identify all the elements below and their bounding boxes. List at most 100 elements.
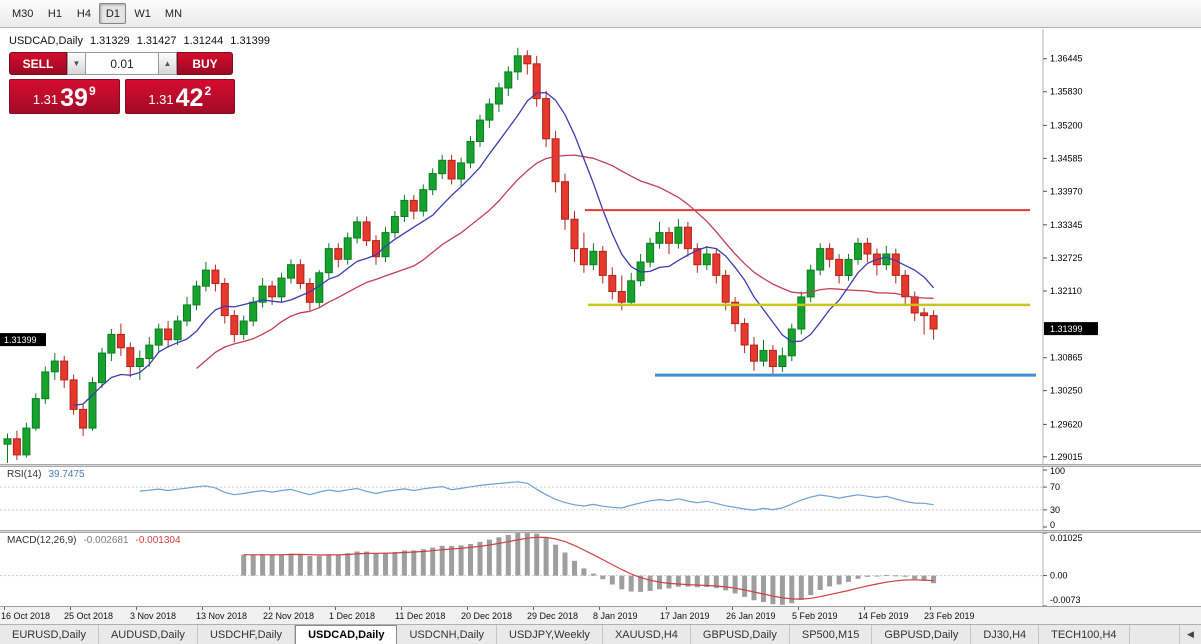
candle bbox=[863, 242, 872, 255]
macd-histogram-bar bbox=[732, 575, 738, 594]
candle bbox=[239, 320, 248, 335]
candle bbox=[88, 382, 97, 429]
macd-histogram-bar bbox=[590, 573, 596, 576]
candle bbox=[41, 371, 50, 400]
volume-input[interactable] bbox=[86, 52, 158, 75]
timeframe-button-w1[interactable]: W1 bbox=[128, 3, 157, 24]
chart-tab-bar: EURUSD,Daily AUDUSD,Daily USDCHF,Daily USDC… bbox=[0, 624, 1201, 644]
chart-tab-xauusd-h4[interactable]: XAUUSD,H4 bbox=[603, 625, 691, 644]
chart-tab-usdjpy-weekly[interactable]: USDJPY,Weekly bbox=[497, 625, 603, 644]
date-axis-label: 25 Oct 2018 bbox=[64, 611, 114, 621]
chart-tab-gbpusd-daily[interactable]: GBPUSD,Daily bbox=[872, 625, 972, 644]
candle bbox=[220, 283, 229, 317]
price-axis-label: 1.35200 bbox=[1050, 120, 1083, 130]
price-axis-label: 1.33970 bbox=[1050, 186, 1083, 196]
macd-indicator-canvas[interactable]: 0.01025 0.00 -0.0073 bbox=[0, 533, 1201, 606]
candle bbox=[523, 55, 532, 65]
macd-histogram-bar bbox=[534, 533, 540, 576]
chart-tab-tech100-h4[interactable]: TECH100,H4 bbox=[1039, 625, 1130, 644]
candle bbox=[683, 226, 692, 250]
candle bbox=[702, 253, 711, 266]
date-axis-tick bbox=[798, 607, 799, 610]
chart-tab-gbpusd-daily[interactable]: GBPUSD,Daily bbox=[691, 625, 790, 644]
macd-histogram-bar bbox=[751, 575, 757, 601]
macd-histogram-bar bbox=[704, 575, 710, 588]
price-chart-canvas[interactable]: 1.36445 1.35830 1.35200 1.34585 1.33970 1.333… bbox=[0, 29, 1201, 464]
chart-tab-eurusd-daily[interactable]: EURUSD,Daily bbox=[0, 625, 99, 644]
timeframe-button-h1[interactable]: H1 bbox=[41, 3, 68, 24]
candle bbox=[98, 352, 106, 384]
candle bbox=[438, 159, 447, 175]
candle bbox=[816, 248, 825, 271]
candle bbox=[750, 344, 758, 362]
panel-splitter[interactable] bbox=[0, 530, 1201, 533]
candle bbox=[844, 258, 853, 276]
macd-histogram-bar bbox=[250, 555, 256, 576]
chart-tab-usdcnh-daily[interactable]: USDCNH,Daily bbox=[397, 625, 498, 644]
macd-signal-line bbox=[243, 536, 934, 600]
candle bbox=[353, 221, 362, 239]
candle bbox=[60, 360, 69, 381]
macd-histogram-bar bbox=[241, 554, 247, 576]
macd-histogram-bar bbox=[864, 575, 870, 577]
macd-histogram-bar bbox=[335, 554, 341, 576]
rsi-indicator-canvas[interactable]: 100 70 30 0 bbox=[0, 467, 1201, 530]
macd-histogram-bar bbox=[846, 575, 851, 582]
price-axis-label: 1.33345 bbox=[1050, 220, 1083, 230]
candle bbox=[532, 63, 541, 100]
candle bbox=[334, 248, 343, 260]
chart-tab-dj30-h4[interactable]: DJ30,H4 bbox=[971, 625, 1040, 644]
chart-tab-audusd-daily[interactable]: AUDUSD,Daily bbox=[99, 625, 198, 644]
candle bbox=[901, 274, 910, 298]
chevron-up-icon: ▲ bbox=[163, 58, 172, 68]
macd-histogram-bar bbox=[874, 575, 880, 577]
candle bbox=[627, 280, 636, 303]
tab-scroll-left-button[interactable]: ◀ bbox=[1179, 625, 1201, 644]
candle bbox=[258, 285, 267, 303]
macd-histogram-bar bbox=[798, 575, 804, 600]
ask-price-display[interactable]: 1.31 42 2 bbox=[124, 79, 235, 114]
date-axis-label: 23 Feb 2019 bbox=[924, 611, 975, 621]
macd-histogram-bar bbox=[779, 575, 785, 605]
candle bbox=[268, 285, 277, 298]
macd-axis-label: 0.01025 bbox=[1050, 533, 1083, 543]
price-axis-label: 1.30865 bbox=[1050, 353, 1083, 363]
macd-histogram-bar bbox=[430, 547, 436, 576]
candle bbox=[787, 328, 796, 357]
chart-tab-sp500-m15[interactable]: SP500,M15 bbox=[790, 625, 873, 644]
ma-slow-line bbox=[196, 154, 934, 369]
date-axis-tick bbox=[599, 607, 600, 610]
date-axis-label: 17 Jan 2019 bbox=[660, 611, 710, 621]
date-axis-label: 8 Jan 2019 bbox=[593, 611, 638, 621]
candle bbox=[608, 274, 617, 292]
panel-splitter[interactable] bbox=[0, 464, 1201, 467]
timeframe-button-m30[interactable]: M30 bbox=[6, 3, 39, 24]
candle bbox=[447, 159, 456, 180]
macd-histogram-bar bbox=[496, 537, 502, 576]
macd-histogram-bar bbox=[411, 550, 417, 576]
timeframe-button-mn[interactable]: MN bbox=[159, 3, 188, 24]
macd-histogram-bar bbox=[373, 553, 379, 576]
macd-histogram-bar bbox=[600, 575, 606, 580]
macd-axis-label: -0.0073 bbox=[1050, 595, 1081, 605]
chart-tab-usdchf-daily[interactable]: USDCHF,Daily bbox=[198, 625, 296, 644]
chart-window: 1.36445 1.35830 1.35200 1.34585 1.33970 1.333… bbox=[0, 29, 1201, 464]
candle bbox=[12, 438, 21, 456]
macd-histogram-bar bbox=[647, 575, 653, 591]
ask-price-pipette: 2 bbox=[204, 84, 212, 98]
macd-histogram-bar bbox=[902, 575, 908, 577]
volume-decrease-button[interactable]: ▼ bbox=[67, 52, 86, 75]
date-axis[interactable]: 16 Oct 2018 25 Oct 2018 3 Nov 2018 13 Nov 2… bbox=[0, 606, 1201, 624]
macd-histogram-bar bbox=[449, 546, 455, 576]
timeframe-button-d1[interactable]: D1 bbox=[99, 3, 127, 24]
sell-button[interactable]: SELL bbox=[9, 52, 67, 75]
chart-tab-usdcad-daily[interactable]: USDCAD,Daily bbox=[295, 625, 398, 644]
timeframe-button-h4[interactable]: H4 bbox=[70, 3, 97, 24]
bid-price-display[interactable]: 1.31 39 9 bbox=[9, 79, 120, 114]
buy-button[interactable]: BUY bbox=[177, 52, 233, 75]
date-axis-tick bbox=[136, 607, 137, 610]
price-axis-label: 1.32725 bbox=[1050, 253, 1083, 263]
macd-histogram-bar bbox=[808, 575, 814, 596]
volume-increase-button[interactable]: ▲ bbox=[158, 52, 177, 75]
candle bbox=[79, 408, 88, 429]
